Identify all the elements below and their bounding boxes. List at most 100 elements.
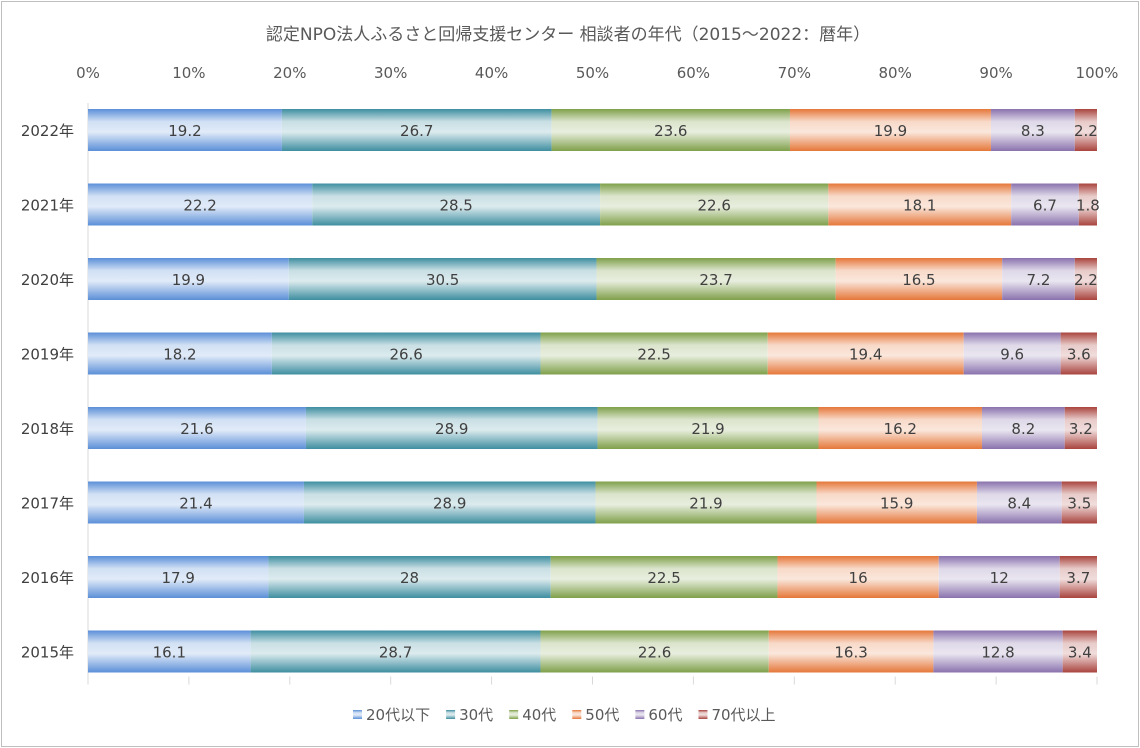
bar-segment [88, 556, 269, 598]
bar-segment [88, 109, 282, 151]
data-label: 26.6 [389, 346, 422, 364]
x-tick-label: 80% [879, 64, 912, 82]
data-label: 22.6 [638, 644, 671, 662]
legend-swatch [353, 710, 362, 719]
data-label: 3.5 [1067, 495, 1091, 513]
bar-segment [305, 407, 598, 449]
x-tick-label: 40% [475, 64, 508, 82]
bar-segment [1059, 556, 1097, 598]
data-label: 8.2 [1011, 420, 1035, 438]
bar-segment [990, 109, 1075, 151]
bar-segment [818, 407, 982, 449]
bar-segment [597, 407, 819, 449]
bar-segment [288, 258, 597, 300]
bar-row: 19.2 26.7 23.6 19.9 8.3 2.2 [88, 109, 1098, 151]
x-tick-label: 50% [576, 64, 609, 82]
legend-swatch [698, 710, 708, 719]
bar-segment [768, 630, 934, 673]
x-tick-label: 30% [374, 64, 407, 82]
bar-segment [271, 332, 541, 375]
category-label: 2019年 [21, 346, 74, 364]
data-label: 3.4 [1068, 644, 1092, 662]
bar-segment [1061, 481, 1097, 524]
data-label: 16.2 [884, 420, 917, 438]
legend-label: 50代 [585, 706, 619, 724]
bars-group: 19.2 26.7 23.6 19.9 8.3 2.2 22.2 28.5 22.6 18.1 6.… [88, 109, 1100, 673]
legend-swatch [635, 710, 645, 719]
category-label: 2022年 [21, 122, 74, 140]
x-tick-label: 10% [172, 64, 205, 82]
x-tick-label: 0% [76, 64, 100, 82]
bar-segment [933, 630, 1063, 673]
x-tick-label: 90% [979, 64, 1012, 82]
bar-segment [281, 109, 552, 151]
data-label: 18.1 [903, 197, 936, 215]
category-label: 2021年 [21, 197, 74, 215]
bar-segment [88, 332, 272, 375]
bar-segment [963, 332, 1061, 375]
data-label: 16.5 [902, 271, 935, 289]
x-tick-label: 70% [778, 64, 811, 82]
bar-row: 18.2 26.6 22.5 19.4 9.6 3.6 [88, 332, 1097, 375]
category-label: 2016年 [21, 569, 74, 587]
bar-segment [767, 332, 964, 375]
bar-segment [250, 630, 541, 673]
data-label: 16.1 [153, 644, 186, 662]
legend-item: 30代 [446, 706, 493, 724]
category-label: 2015年 [21, 644, 74, 662]
data-label: 22.6 [698, 197, 731, 215]
data-label: 23.6 [654, 122, 687, 140]
data-label: 21.9 [691, 420, 724, 438]
category-label: 2020年 [21, 271, 74, 289]
data-label: 21.4 [179, 495, 212, 513]
bar-segment [88, 258, 289, 300]
legend-swatch [572, 710, 582, 719]
legend-item: 40代 [509, 706, 556, 724]
legend-item: 50代 [572, 706, 619, 724]
bar-segment [938, 556, 1060, 598]
bar-segment [835, 258, 1003, 300]
bar-segment [88, 481, 304, 524]
data-label: 2.2 [1074, 122, 1098, 140]
bar-row: 22.2 28.5 22.6 18.1 6.7 1.8 [88, 183, 1100, 226]
bar-segment [1064, 407, 1097, 449]
data-label: 6.7 [1033, 197, 1057, 215]
bar-segment [1074, 109, 1097, 151]
data-label: 28 [400, 569, 419, 587]
bar-segment [777, 556, 939, 598]
bar-row: 17.9 28 22.5 16 12 3.7 [88, 556, 1097, 598]
legend-label: 70代以上 [711, 706, 775, 724]
data-label: 28.9 [433, 495, 466, 513]
bar-segment [550, 556, 778, 598]
bar-segment [303, 481, 596, 524]
bar-segment [600, 183, 829, 226]
bar-row: 16.1 28.7 22.6 16.3 12.8 3.4 [88, 630, 1097, 673]
data-label: 19.2 [168, 122, 201, 140]
legend-swatch [446, 710, 456, 719]
data-label: 18.2 [163, 346, 196, 364]
legend-label: 20代以下 [366, 706, 430, 724]
bar-segment [312, 183, 601, 226]
x-tick-label: 60% [677, 64, 710, 82]
data-label: 28.9 [435, 420, 468, 438]
data-label: 7.2 [1027, 271, 1051, 289]
chart-title: 認定NPO法人ふるさと回帰支援センター 相談者の年代（2015～2022：暦年） [266, 25, 870, 45]
category-label: 2018年 [21, 420, 74, 438]
data-label: 1.8 [1076, 197, 1100, 215]
bar-segment [1062, 630, 1097, 673]
category-axis: 2022年 2021年 2020年 2019年 2018年 2017年 2016年 2015年 [21, 122, 74, 662]
data-label: 3.2 [1069, 420, 1093, 438]
bar-segment [1074, 258, 1097, 300]
legend-swatch [509, 710, 519, 719]
data-label: 19.9 [874, 122, 907, 140]
data-label: 3.7 [1066, 569, 1090, 587]
x-tick-label: 100% [1076, 64, 1119, 82]
bar-segment [540, 332, 768, 375]
bar-row: 21.4 28.9 21.9 15.9 8.4 3.5 [88, 481, 1097, 524]
data-label: 22.2 [183, 197, 216, 215]
data-label: 28.5 [439, 197, 472, 215]
data-label: 3.6 [1067, 346, 1091, 364]
bar-segment [1002, 258, 1075, 300]
bar-segment [1011, 183, 1079, 226]
bar-segment [268, 556, 551, 598]
